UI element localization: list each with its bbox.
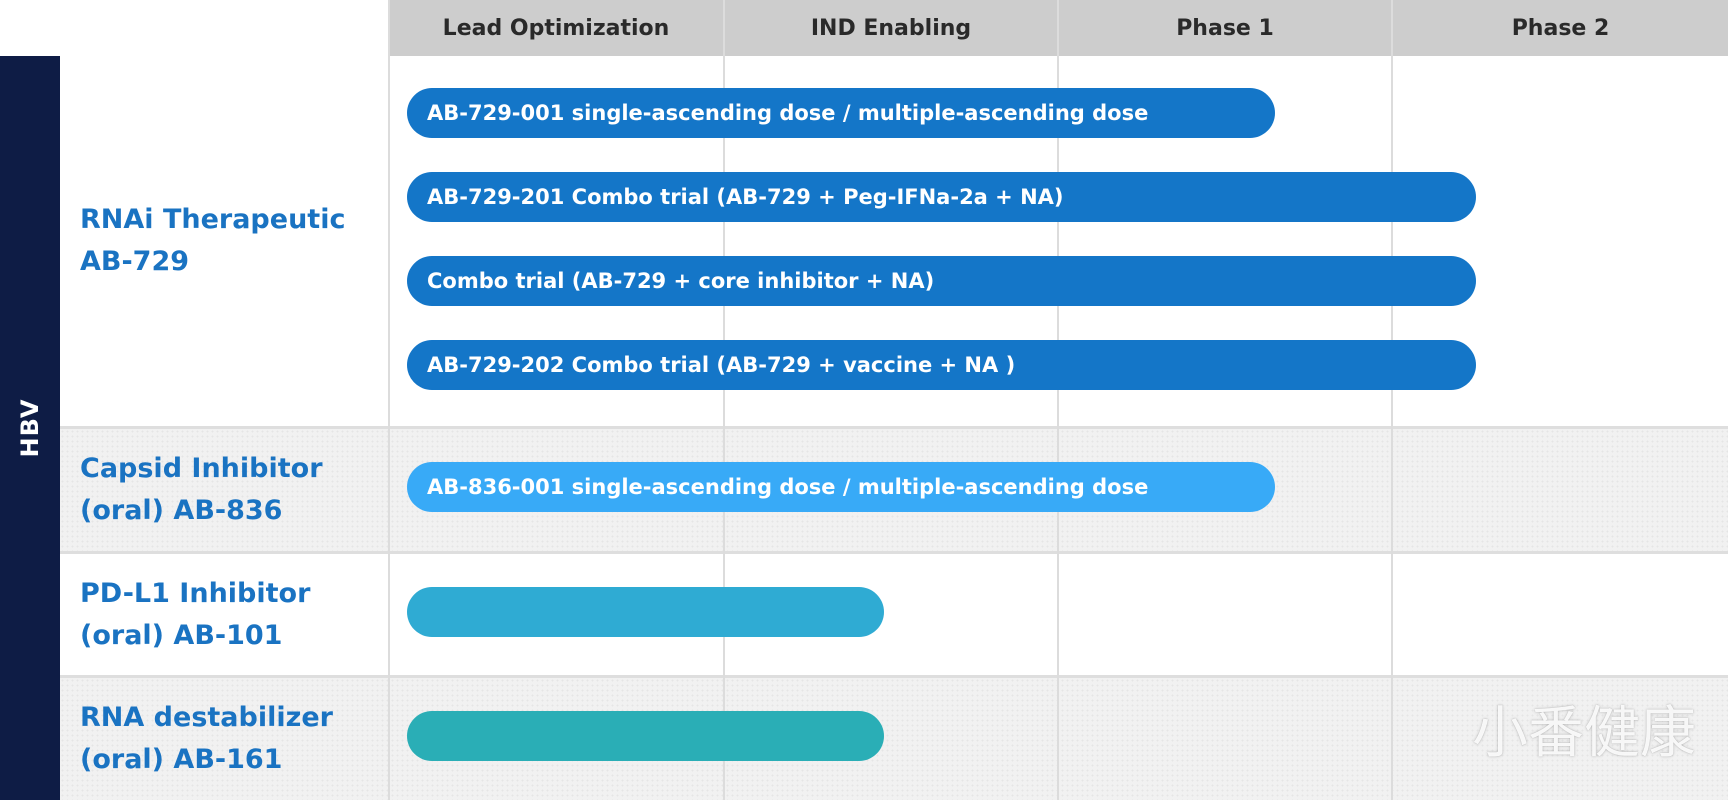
program-code: AB-729 xyxy=(80,246,190,277)
row-separator xyxy=(60,426,1728,429)
program-row-rna-destabilizer xyxy=(60,678,1728,800)
program-code: (oral) AB-836 xyxy=(80,495,283,526)
program-name: Capsid Inhibitor xyxy=(80,453,323,484)
program-name: RNAi Therapeutic xyxy=(80,204,346,235)
phase-header-ind-enabling: IND Enabling xyxy=(725,0,1057,56)
program-label-rnai: RNAi Therapeutic AB-729 xyxy=(80,56,380,426)
phase-header-phase-1: Phase 1 xyxy=(1059,0,1391,56)
program-name: RNA destabilizer xyxy=(80,702,333,733)
program-label-pdl1: PD-L1 Inhibitor (oral) AB-101 xyxy=(80,554,380,675)
trial-bar-core-inhibitor-combo: Combo trial (AB-729 + core inhibitor + N… xyxy=(407,256,1476,306)
grid-line xyxy=(723,0,725,800)
phase-header-lead-optimization: Lead Optimization xyxy=(389,0,723,56)
program-row-pdl1 xyxy=(60,554,1728,675)
trial-bar-ab-161 xyxy=(407,711,884,761)
trial-bar-ab-729-202: AB-729-202 Combo trial (AB-729 + vaccine… xyxy=(407,340,1476,390)
program-label-capsid: Capsid Inhibitor (oral) AB-836 xyxy=(80,429,380,551)
trial-bar-ab-836-001: AB-836-001 single-ascending dose / multi… xyxy=(407,462,1275,512)
trial-bar-ab-729-001: AB-729-001 single-ascending dose / multi… xyxy=(407,88,1275,138)
grid-line xyxy=(388,0,390,800)
program-label-rna-destabilizer: RNA destabilizer (oral) AB-161 xyxy=(80,678,380,800)
trial-bar-ab-729-201: AB-729-201 Combo trial (AB-729 + Peg-IFN… xyxy=(407,172,1476,222)
phase-header-phase-2: Phase 2 xyxy=(1393,0,1728,56)
trial-bar-ab-101 xyxy=(407,587,884,637)
program-name: PD-L1 Inhibitor xyxy=(80,577,311,609)
disease-label: HBV xyxy=(16,398,44,458)
disease-band: HBV xyxy=(0,56,60,800)
row-separator xyxy=(60,675,1728,678)
grid-line xyxy=(1057,0,1059,800)
row-separator xyxy=(60,551,1728,554)
watermark: 小番健康 xyxy=(1472,701,1696,766)
program-code: (oral) AB-161 xyxy=(80,744,283,775)
program-row-capsid xyxy=(60,429,1728,551)
program-code: (oral) AB-101 xyxy=(80,619,283,651)
grid-line xyxy=(1391,0,1393,800)
